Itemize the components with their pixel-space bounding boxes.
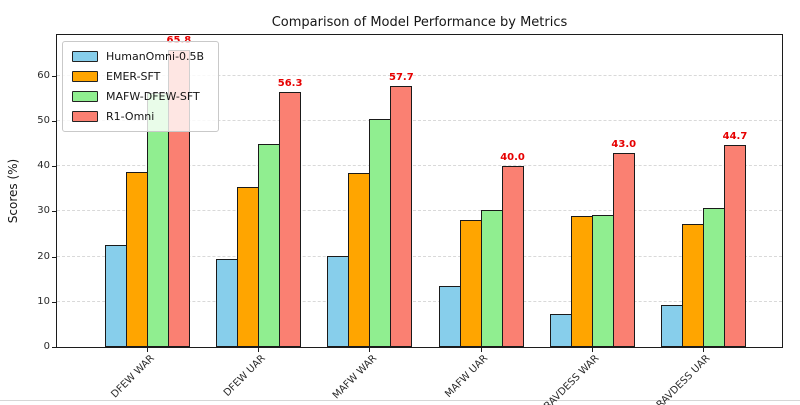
y-tick-mark	[52, 120, 56, 122]
bar-value-label: 57.7	[388, 72, 414, 84]
bar-emer-sft-4	[571, 215, 593, 347]
y-tick-label: 0	[43, 341, 50, 352]
bar-humanomni-0-5b-2	[327, 255, 349, 347]
x-tick-mark	[592, 348, 593, 352]
bar-r1-omni-1	[279, 92, 301, 347]
bar-mafw-dfew-sft-1	[258, 143, 280, 347]
bar-value-label: 65.8	[167, 35, 192, 46]
window-bottom-edge	[0, 400, 800, 401]
bar-value-label: 56.3	[277, 78, 303, 90]
bar-emer-sft-0	[126, 172, 148, 347]
y-tick-mark	[52, 256, 56, 258]
legend-row-1: EMER-SFT	[72, 70, 204, 83]
y-tick-mark	[52, 166, 56, 168]
legend-row-3: R1-Omni	[72, 110, 204, 123]
legend-swatch-icon	[72, 111, 98, 122]
y-tick-mark	[52, 75, 56, 77]
gridline	[57, 255, 782, 257]
bar-value-label: 44.7	[722, 130, 748, 142]
x-tick-label-1: DFEW UAR	[221, 353, 268, 399]
x-tick-mark	[481, 348, 482, 352]
y-tick-label: 20	[37, 250, 50, 262]
x-tick-label-4: RAVDESS WAR	[542, 353, 602, 405]
y-tick-mark	[52, 301, 56, 303]
bar-emer-sft-1	[237, 187, 259, 347]
bar-emer-sft-5	[682, 224, 704, 347]
bar-humanomni-0-5b-0	[105, 244, 127, 347]
legend-row-2: MAFW-DFEW-SFT	[72, 90, 204, 103]
legend-swatch-icon	[72, 91, 98, 102]
y-tick-label: 60	[37, 69, 50, 81]
y-tick-label: 10	[37, 295, 50, 307]
legend-label: R1-Omni	[106, 110, 155, 123]
bar-r1-omni-3	[502, 166, 524, 347]
bar-humanomni-0-5b-1	[216, 259, 238, 347]
x-tick-mark	[258, 348, 259, 352]
gridline	[57, 119, 782, 121]
legend-label: MAFW-DFEW-SFT	[106, 90, 200, 103]
bar-value-label: 40.0	[500, 152, 525, 164]
legend-swatch-icon	[72, 71, 98, 82]
bar-humanomni-0-5b-5	[661, 304, 683, 347]
bar-emer-sft-2	[348, 173, 370, 347]
bar-mafw-dfew-sft-2	[369, 119, 391, 347]
legend: HumanOmni-0.5B EMER-SFT MAFW-DFEW-SFT R1-Om…	[62, 41, 220, 132]
chart-title: Comparison of Model Performance by Metri…	[271, 15, 568, 30]
bar-emer-sft-3	[460, 220, 482, 347]
plot-area: 65.8 56.3 57.7 40.0 43.0 44.7 HumanOmni-0.5B EM…	[56, 34, 783, 348]
x-tick-mark	[369, 348, 370, 352]
bar-r1-omni-4	[613, 152, 635, 347]
gridline	[57, 300, 782, 302]
x-tick-label-0: DFEW WAR	[109, 353, 157, 401]
bar-humanomni-0-5b-3	[439, 286, 461, 347]
y-tick-mark	[52, 347, 56, 348]
x-tick-label-5: RAVDESS UAR	[655, 353, 713, 405]
gridline	[57, 165, 782, 167]
y-tick-label: 40	[37, 160, 50, 172]
legend-swatch-icon	[72, 51, 98, 62]
x-tick-label-3: MAFW UAR	[443, 353, 491, 400]
y-axis-label: Scores (%)	[6, 158, 20, 224]
gridline	[57, 210, 782, 212]
bar-r1-omni-2	[390, 86, 412, 347]
y-tick-label: 30	[37, 205, 50, 217]
bar-mafw-dfew-sft-3	[481, 209, 503, 347]
bar-mafw-dfew-sft-4	[592, 214, 614, 347]
x-tick-mark	[703, 348, 704, 352]
bar-mafw-dfew-sft-5	[703, 207, 725, 347]
legend-label: EMER-SFT	[106, 70, 161, 83]
bar-r1-omni-5	[724, 144, 746, 347]
bar-value-label: 43.0	[611, 138, 637, 150]
gridline	[57, 74, 782, 76]
legend-label: HumanOmni-0.5B	[106, 50, 205, 63]
legend-row-0: HumanOmni-0.5B	[72, 50, 204, 63]
x-tick-label-2: MAFW WAR	[330, 353, 380, 402]
y-tick-mark	[52, 211, 56, 213]
x-tick-mark	[147, 348, 148, 352]
bar-humanomni-0-5b-4	[550, 314, 572, 347]
y-tick-label: 50	[37, 114, 50, 126]
